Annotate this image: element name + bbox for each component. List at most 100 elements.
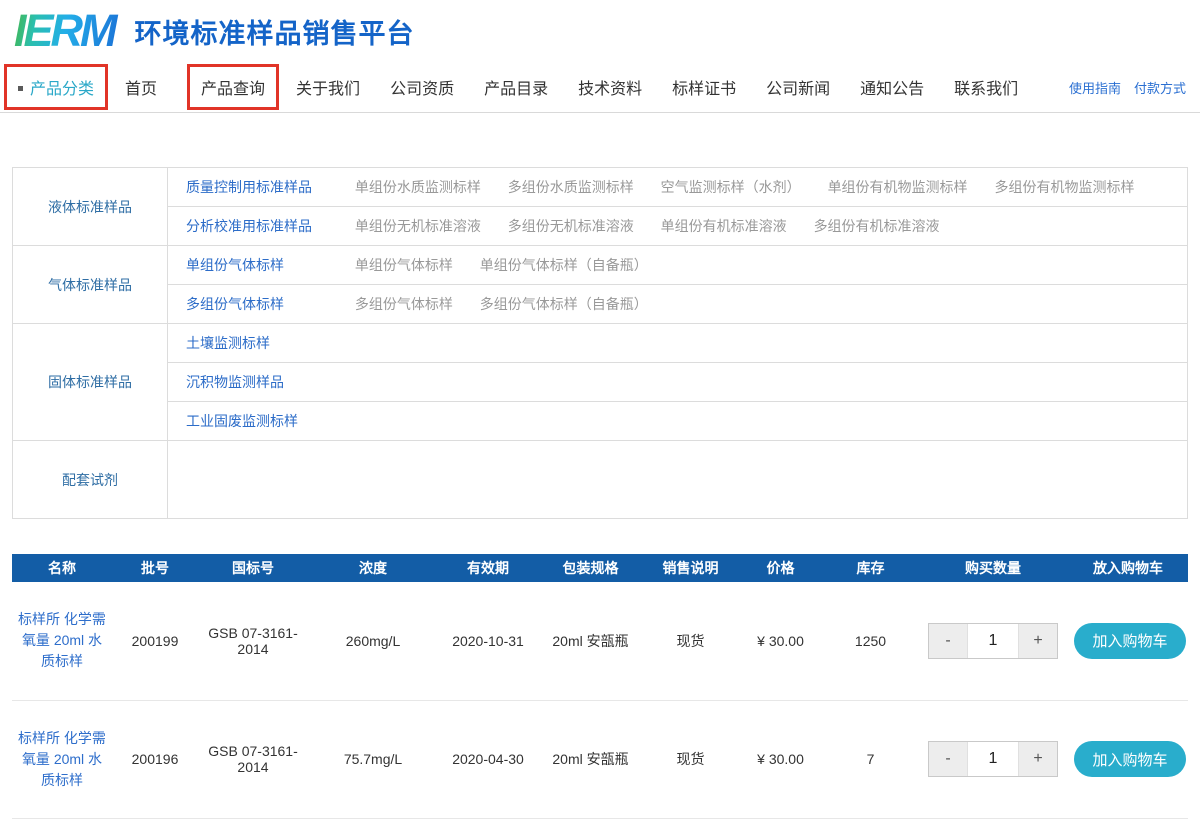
category-label-liquid[interactable]: 液体标准样品 [12, 167, 168, 246]
category-row: 沉积物监测样品 [13, 362, 1188, 402]
nav-item-product-category[interactable]: 产品分类 [18, 75, 94, 99]
col-header-stock: 库存 [823, 554, 918, 582]
category-label-gas[interactable]: 气体标准样品 [12, 245, 168, 324]
col-header-name: 名称 [12, 554, 112, 582]
payment-method-link[interactable]: 付款方式 [1133, 80, 1186, 96]
leaf-link[interactable]: 多组份气体标样（自备瓶） [479, 296, 648, 312]
leaf-link[interactable]: 空气监测标样（水剂） [660, 179, 801, 195]
nav-item-product-search[interactable]: 产品查询 [201, 81, 266, 98]
user-guide-link[interactable]: 使用指南 [1068, 80, 1121, 96]
category-links-cell: 工业固废监测标样 [167, 401, 1188, 441]
nav-item-technical-docs[interactable]: 技术资料 [578, 81, 643, 98]
subcategory-link[interactable]: 多组份气体标样 [186, 296, 284, 312]
quantity-stepper: - + [928, 622, 1058, 659]
cell-add-to-cart: 加入购物车 [1068, 700, 1188, 819]
leaf-link[interactable]: 单组份无机标准溶液 [354, 218, 481, 234]
nav-item-news[interactable]: 公司新闻 [766, 81, 831, 98]
category-table: 液体标准样品 质量控制用标准样品 单组份水质监测标样 多组份水质监测标样 空气监… [12, 167, 1188, 519]
category-links-cell: 多组份气体标样 多组份气体标样 多组份气体标样（自备瓶） [167, 284, 1188, 324]
leaf-link[interactable]: 多组份无机标准溶液 [507, 218, 634, 234]
product-table: 名称 批号 国标号 浓度 有效期 包装规格 销售说明 价格 库存 购买数量 放入… [12, 554, 1188, 819]
leaf-link[interactable]: 单组份有机标准溶液 [660, 218, 787, 234]
site-logo[interactable]: IERM [14, 8, 121, 54]
subcategory-link[interactable]: 土壤监测标样 [186, 335, 270, 351]
cell-batch: 200196 [112, 700, 198, 819]
cell-quantity: - + [918, 700, 1068, 819]
col-header-batch: 批号 [112, 554, 198, 582]
bullet-icon [18, 86, 23, 91]
subcategory-link[interactable]: 质量控制用标准样品 [186, 179, 312, 195]
cell-price: ¥ 30.00 [738, 582, 823, 701]
nav-item-catalog[interactable]: 产品目录 [484, 81, 549, 98]
quantity-stepper: - + [928, 741, 1058, 777]
category-links-cell: 土壤监测标样 [167, 323, 1188, 363]
category-row: 分析校准用标准样品 单组份无机标准溶液 多组份无机标准溶液 单组份有机标准溶液 … [13, 206, 1188, 246]
main-nav: 产品分类 首页 产品查询 关于我们 公司资质 产品目录 技术资料 标样证书 公司… [0, 62, 1200, 113]
product-name-link[interactable]: 标样所 化学需氧量 20ml 水质标样 [18, 729, 106, 788]
subcategory-link[interactable]: 沉积物监测样品 [186, 374, 284, 390]
category-links-cell: 质量控制用标准样品 单组份水质监测标样 多组份水质监测标样 空气监测标样（水剂）… [167, 167, 1188, 207]
cell-price: ¥ 30.00 [738, 700, 823, 819]
category-row: 固体标准样品 土壤监测标样 [12, 323, 1188, 441]
leaf-link[interactable]: 多组份气体标样 [354, 296, 453, 312]
site-header: IERM 环境标准样品销售平台 [0, 0, 1200, 62]
category-links-cell: 沉积物监测样品 [167, 362, 1188, 402]
product-row: 标样所 化学需氧量 20ml 水质标样 200196 GSB 07-3161-2… [12, 700, 1188, 819]
cell-name: 标样所 化学需氧量 20ml 水质标样 [12, 582, 112, 701]
nav-item-about[interactable]: 关于我们 [296, 81, 361, 98]
cell-sale-note: 现货 [643, 582, 738, 701]
cell-batch: 200199 [112, 582, 198, 701]
cell-expiry: 2020-04-30 [438, 700, 538, 819]
col-header-concentration: 浓度 [308, 554, 438, 582]
cell-gsb: GSB 07-3161-2014 [198, 700, 308, 819]
nav-item-home[interactable]: 首页 [125, 81, 158, 98]
subcategory-link[interactable]: 单组份气体标样 [186, 257, 284, 273]
leaf-link[interactable]: 单组份水质监测标样 [354, 179, 481, 195]
cell-stock: 7 [823, 700, 918, 819]
qty-input[interactable] [967, 623, 1019, 658]
qty-plus-button[interactable]: + [1019, 742, 1057, 776]
product-table-header: 名称 批号 国标号 浓度 有效期 包装规格 销售说明 价格 库存 购买数量 放入… [12, 554, 1188, 582]
product-name-link[interactable]: 标样所 化学需氧量 20ml 水质标样 [18, 611, 106, 670]
leaf-link[interactable]: 多组份有机物监测标样 [994, 179, 1135, 195]
cell-stock: 1250 [823, 582, 918, 701]
add-to-cart-button[interactable]: 加入购物车 [1074, 622, 1186, 659]
category-row: 气体标准样品 单组份气体标样 单组份气体标样 单组份气体标样（自备瓶） [12, 245, 1188, 324]
subcategory-link[interactable]: 分析校准用标准样品 [186, 218, 312, 234]
cell-expiry: 2020-10-31 [438, 582, 538, 701]
nav-item-contact[interactable]: 联系我们 [954, 81, 1019, 98]
highlight-box-product-category: 产品分类 [4, 64, 109, 110]
highlight-box-product-search: 产品查询 [187, 64, 280, 110]
cell-add-to-cart: 加入购物车 [1068, 582, 1188, 701]
cell-package: 20ml 安瓿瓶 [538, 700, 643, 819]
category-label-reagents[interactable]: 配套试剂 [12, 440, 168, 519]
col-header-gsb: 国标号 [198, 554, 308, 582]
nav-item-certificates[interactable]: 标样证书 [672, 81, 737, 98]
add-to-cart-button[interactable]: 加入购物车 [1074, 741, 1186, 777]
site-title: 环境标准样品销售平台 [134, 18, 415, 49]
leaf-link[interactable]: 多组份水质监测标样 [507, 179, 634, 195]
col-header-expiry: 有效期 [438, 554, 538, 582]
qty-minus-button[interactable]: - [929, 623, 967, 658]
category-row: 工业固废监测标样 [13, 401, 1188, 441]
category-row: 液体标准样品 质量控制用标准样品 单组份水质监测标样 多组份水质监测标样 空气监… [12, 167, 1188, 246]
product-row: 标样所 化学需氧量 20ml 水质标样 200199 GSB 07-3161-2… [12, 582, 1188, 701]
qty-plus-button[interactable]: + [1019, 623, 1057, 658]
qty-input[interactable] [967, 742, 1019, 776]
leaf-link[interactable]: 单组份气体标样 [354, 257, 453, 273]
nav-item-qualifications[interactable]: 公司资质 [390, 81, 455, 98]
subcategory-link[interactable]: 工业固废监测标样 [186, 413, 298, 429]
col-header-package: 包装规格 [538, 554, 643, 582]
category-label-solid[interactable]: 固体标准样品 [12, 323, 168, 441]
leaf-link[interactable]: 多组份有机标准溶液 [813, 218, 940, 234]
qty-minus-button[interactable]: - [929, 742, 967, 776]
col-header-add-to-cart: 放入购物车 [1068, 554, 1188, 582]
col-header-price: 价格 [738, 554, 823, 582]
leaf-link[interactable]: 单组份有机物监测标样 [827, 179, 968, 195]
leaf-link[interactable]: 单组份气体标样（自备瓶） [479, 257, 648, 273]
category-row: 配套试剂 [12, 440, 1188, 519]
category-row: 多组份气体标样 多组份气体标样 多组份气体标样（自备瓶） [13, 284, 1188, 324]
category-links-cell [167, 440, 1188, 519]
cell-name: 标样所 化学需氧量 20ml 水质标样 [12, 700, 112, 819]
nav-item-notices[interactable]: 通知公告 [860, 81, 925, 98]
